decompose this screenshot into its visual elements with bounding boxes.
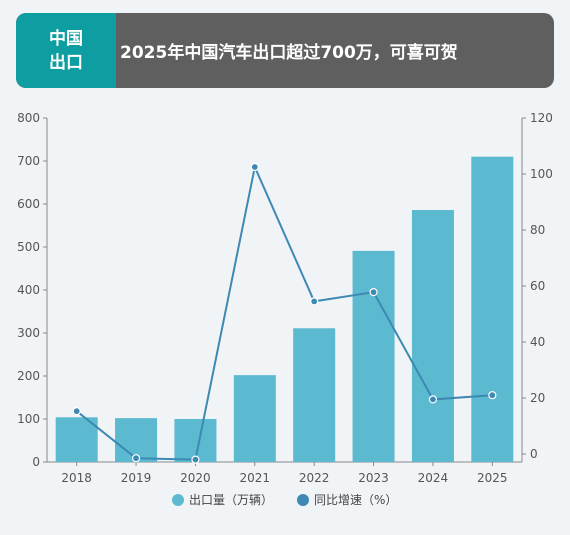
x-tick-label: 2021 [240,471,271,485]
y-left-tick-label: 600 [17,197,40,211]
x-tick-label: 2024 [418,471,449,485]
tag-line-2: 出口 [49,52,83,73]
y-right-tick-label: 20 [530,391,545,405]
y-right-tick-label: 60 [530,279,545,293]
growth-point-2024 [428,395,438,404]
page-title: 2025年中国汽车出口超过700万，可喜可贺 [120,43,458,63]
category-tag: 中国 出口 [16,13,116,88]
growth-point-2022 [310,297,319,306]
x-tick-label: 2025 [477,471,508,485]
growth-point-2019 [131,454,141,463]
legend-line-label: 同比增速（%） [314,493,397,507]
bar-2021 [233,375,276,462]
y-left-tick-label: 0 [32,455,40,469]
y-left-tick-label: 400 [17,283,40,297]
header-banner: 中国 出口 2025年中国汽车出口超过700万，可喜可贺 [16,13,554,88]
y-left-tick-label: 300 [17,326,40,340]
growth-rate-line [76,163,493,461]
tag-line-1: 中国 [49,28,83,49]
y-left-tick-label: 500 [17,240,40,254]
legend-bar-swatch [172,494,184,506]
x-tick-label: 2019 [121,471,152,485]
growth-point-2025 [488,391,497,400]
y-left-tick-label: 700 [17,154,40,168]
y-left-tick-label: 100 [17,412,40,426]
legend-bar-label: 出口量（万辆） [189,493,273,507]
y-left-tick-label: 200 [17,369,40,383]
x-tick-label: 2020 [180,471,211,485]
bar-2022 [293,328,336,462]
bar-2023 [352,250,395,462]
bar-2025 [471,156,514,462]
y-left-tick-label: 800 [17,111,40,125]
y-right-tick-label: 100 [530,167,553,181]
x-tick-label: 2018 [61,471,92,485]
y-right-tick-label: 0 [530,447,538,461]
x-tick-label: 2023 [358,471,389,485]
y-right-tick-label: 80 [530,223,545,237]
growth-point-2018 [72,407,81,416]
bar-2018 [55,417,98,462]
growth-point-2021 [250,162,259,172]
growth-point-2020 [191,455,200,464]
legend-line-swatch [297,494,309,506]
y-right-tick-label: 40 [530,335,545,349]
y-right-tick-label: 120 [530,111,553,125]
growth-point-2023 [369,288,378,297]
bar-2024 [411,210,454,462]
x-tick-label: 2022 [299,471,330,485]
